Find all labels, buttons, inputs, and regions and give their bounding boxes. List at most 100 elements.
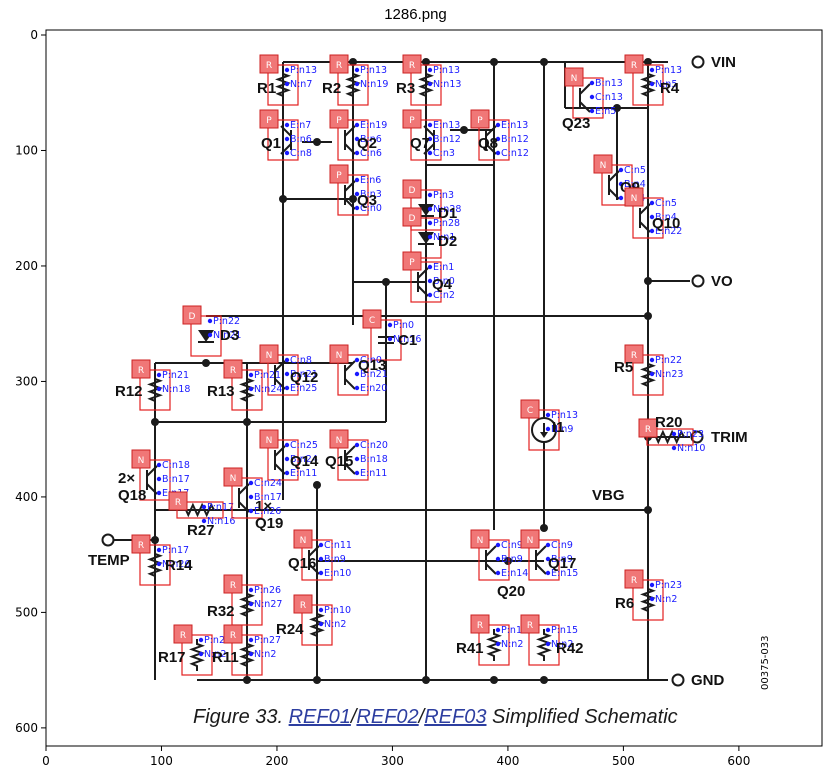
pin-dot [156,561,162,567]
component-tag [624,569,644,589]
y-tick-label: 600 [15,721,38,735]
pin-label: B:n6 [290,134,312,145]
component-tag [329,54,349,74]
pin-label: E:n1 [433,262,454,273]
pin-label: N:n21 [213,330,241,341]
pin-label: P:n26 [254,585,281,596]
pin-label: P:n22 [655,355,682,366]
component-box [410,64,442,106]
component-tag-letter: N [336,351,343,361]
pin-label: N:n2 [551,639,573,650]
component-tag [593,154,613,174]
component-label: R13 [207,383,235,400]
pin-label: E:n15 [551,568,578,579]
pin-dot [318,542,324,548]
component-r5: R P:n22 N:n23 R5 [614,344,683,396]
component-r13: R P:n21 N:n24 R13 [207,359,282,411]
pin-dot [354,456,360,462]
pin-label: B:n17 [162,474,190,485]
pin-label: C:n6 [360,148,382,159]
component-tag-letter: N [600,161,607,171]
component-tag [131,449,151,469]
pin-dot [198,637,204,643]
pin-dot [427,292,433,298]
pin-label: C:n20 [360,440,388,451]
component-tag [259,109,279,129]
x-tick-label: 0 [42,754,50,768]
component-box [601,164,633,206]
pin-label: C:n11 [324,540,352,551]
component-tag-letter: N [138,456,145,466]
pin-dot [495,150,501,156]
x-tick-label: 500 [612,754,635,768]
pin-dot [649,214,655,220]
pin-label: P:n27 [254,635,281,646]
component-box [410,217,442,259]
component-tag [624,54,644,74]
component-tag-letter: R [631,351,637,361]
pin-label: E:n20 [360,383,387,394]
pin-label: P:n3 [433,190,454,201]
pin-label: B:n0 [433,276,455,287]
component-tag [293,529,313,549]
pin-dot [354,442,360,448]
pin-dot [427,192,433,198]
component-label: Q17 [548,555,576,572]
pin-dot [387,322,393,328]
pin-dot [618,167,624,173]
component-tag [470,109,490,129]
component-box [632,579,664,621]
pin-label: N:n2 [254,649,276,660]
pin-label: N:n23 [655,369,683,380]
pin-dot [284,150,290,156]
pin-dot [545,556,551,562]
pin-dot [248,637,254,643]
pin-label: B:n6 [360,134,382,145]
pin-dot [427,234,433,240]
component-tag-letter: N [527,536,534,546]
pin-dot [387,336,393,342]
component-tag [402,251,422,271]
pin-label: P:n10 [324,605,351,616]
component-tag-letter: R [409,61,415,71]
pin-label: B:n21 [360,369,388,380]
component-r6: R P:n23 N:n2 R6 [615,569,682,621]
pin-dot [649,596,655,602]
figure-caption: Figure 33. REF01/REF02/REF03 Simplified … [193,706,678,728]
pin-label: P:n0 [393,320,414,331]
component-r11: R P:n27 N:n2 R11 [212,624,281,676]
pin-dot [649,200,655,206]
pin-label: P:n13 [360,65,387,76]
component-tag [131,534,151,554]
y-tick-label: 100 [15,143,38,157]
pin-label: C:n25 [290,440,318,451]
pin-label: N:n2 [324,619,346,630]
pin-dot [284,456,290,462]
component-label: Q4 [432,276,453,293]
pin-label: N:n10 [677,443,705,454]
pin-dot [248,587,254,593]
component-box [337,174,369,216]
pin-label: P:n23 [655,580,682,591]
pin-dot [427,150,433,156]
pin-dot [248,480,254,486]
temp-label: TEMP [88,552,130,569]
pin-label: E:n25 [290,383,317,394]
component-r32: R P:n26 N:n27 R32 [207,574,282,626]
pin-label: N:n18 [162,384,190,395]
pin-dot [649,81,655,87]
component-tag-letter: N [230,474,237,484]
pin-dot [248,508,254,514]
component-box [410,119,442,161]
component-tag [520,529,540,549]
vin-label: VIN [711,54,736,71]
component-label: Q16 [288,555,316,572]
component-tag-letter: R [527,621,533,631]
pin-dot [248,372,254,378]
pin-dot [545,542,551,548]
pin-dot [284,122,290,128]
component-tag [223,624,243,644]
component-tag-letter: N [266,351,273,361]
pin-dot [427,136,433,142]
